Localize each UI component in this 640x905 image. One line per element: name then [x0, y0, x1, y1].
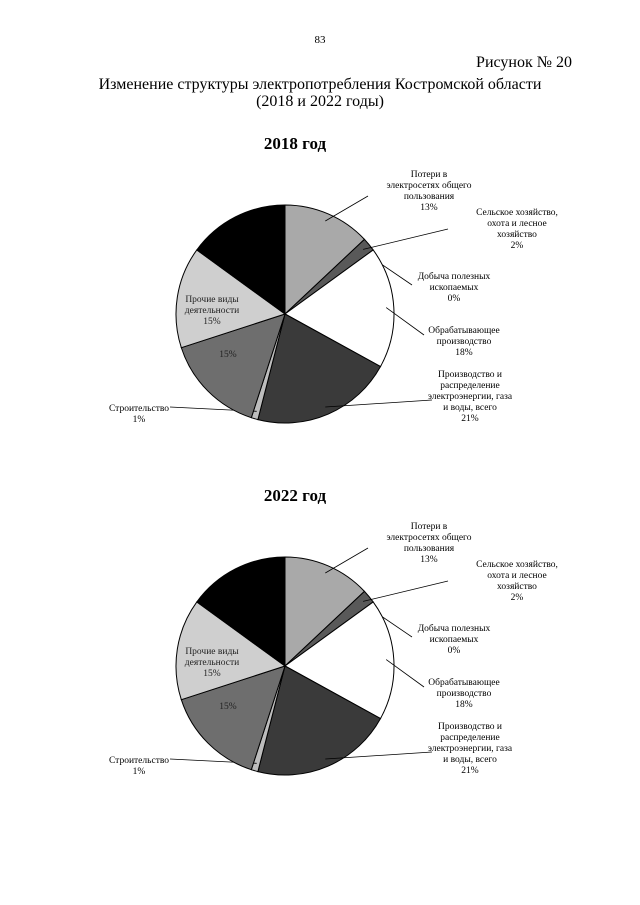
page-number: 83 [0, 34, 640, 46]
slice-label-loss: Потери в электросетях общего пользования 13… [387, 522, 472, 565]
leader-line-loss [325, 548, 368, 573]
slice-label-mining: Добыча полезных ископаемых 0% [418, 271, 491, 304]
slice-label-energy: Производство и распределение электроэнерги… [428, 370, 513, 424]
figure-title-line-2: (2018 и 2022 годы) [0, 93, 640, 110]
slice-label-constr: Строительство 1% [109, 404, 169, 425]
figure-title: Изменение структуры электропотребления К… [0, 76, 640, 110]
chart-title: 2018 год [264, 134, 327, 153]
slice-label-energy: Производство и распределение электроэнерги… [428, 722, 513, 776]
slice-label-manuf: Обрабатывающее производство 18% [428, 325, 499, 358]
figure-title-line-1: Изменение структуры электропотребления К… [0, 76, 640, 93]
slice-label-transport: 15% [219, 702, 237, 712]
leader-line-agri [363, 581, 448, 601]
leader-line-loss [325, 196, 368, 221]
slice-label-agri: Сельское хозяйство, охота и лесное хозяйст… [476, 559, 558, 603]
figure-label: Рисунок № 20 [476, 54, 572, 72]
pie-chart-2022: 2022 год Потери в электросетях общего польз… [0, 477, 640, 817]
leader-line-agri [363, 229, 448, 249]
slice-label-mining: Добыча полезных ископаемых 0% [418, 623, 491, 656]
slice-label-agri: Сельское хозяйство, охота и лесное хозяйст… [476, 207, 558, 251]
slice-label-transport: 15% [219, 350, 237, 360]
slice-label-loss: Потери в электросетях общего пользования 13… [387, 170, 472, 213]
slice-label-constr: Строительство 1% [109, 756, 169, 777]
chart-title: 2022 год [264, 486, 327, 505]
pie-chart-2018: 2018 год Потери в электросетях общего польз… [0, 125, 640, 465]
slice-label-manuf: Обрабатывающее производство 18% [428, 677, 499, 710]
